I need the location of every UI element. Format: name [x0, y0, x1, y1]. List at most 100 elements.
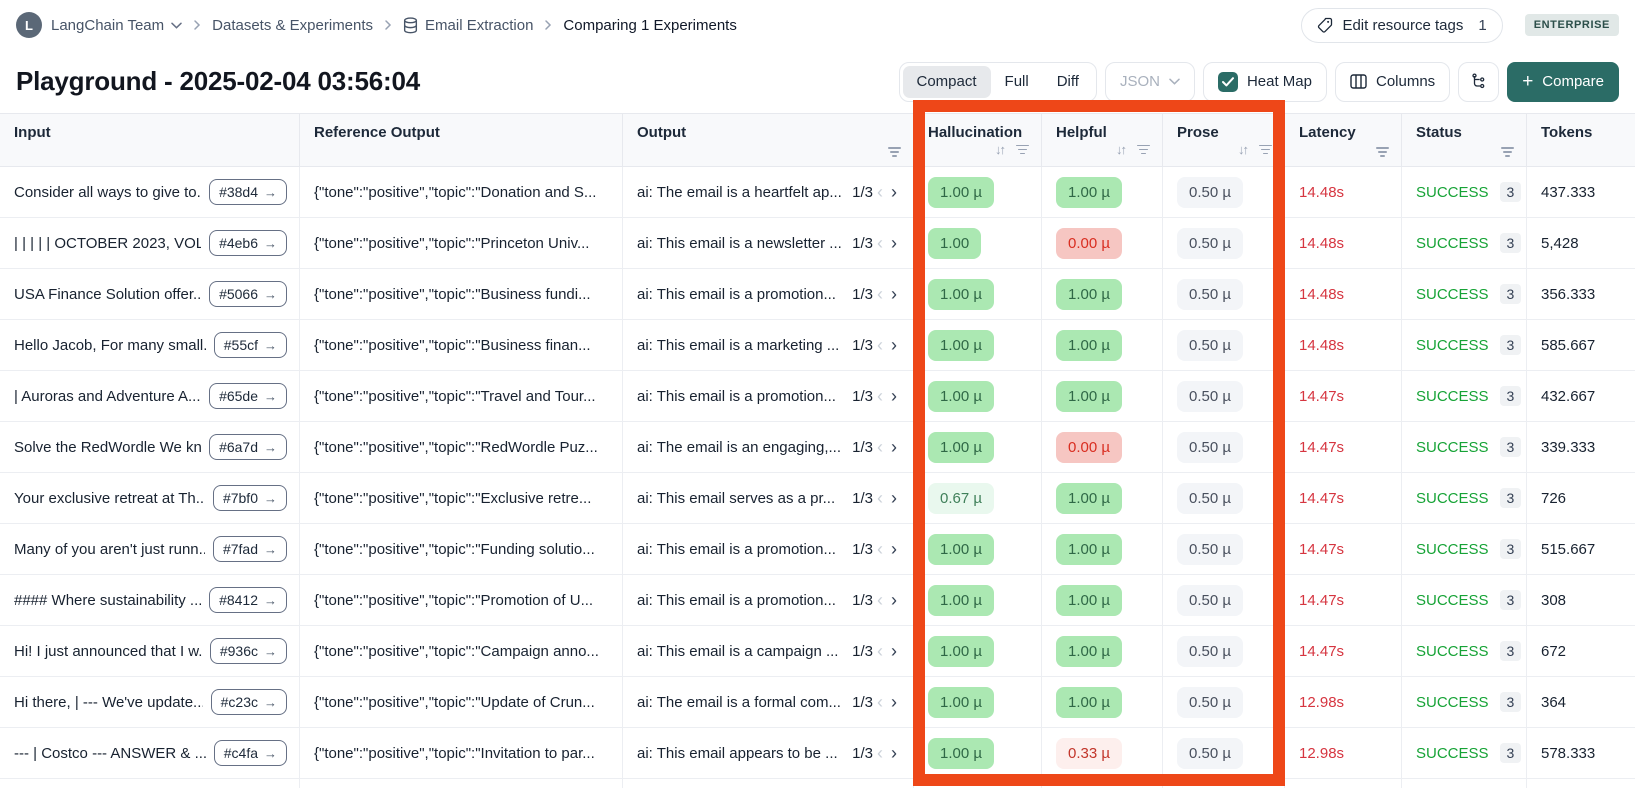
next-output-button[interactable]: ›: [891, 743, 897, 763]
heat-map-checkbox[interactable]: [1217, 71, 1238, 92]
filter-icon[interactable]: [1259, 144, 1272, 155]
output-cell[interactable]: ai: This email appears to be ... 1/3 ‹ ›: [623, 728, 914, 778]
prev-output-button[interactable]: ‹: [877, 743, 883, 763]
prose-score-chip[interactable]: 0.50 µ: [1177, 635, 1244, 667]
example-link-button[interactable]: #4eb6 →: [209, 230, 287, 256]
reference-output-cell[interactable]: {"tone":"positive","topic":"Funding solu…: [300, 524, 623, 574]
hallucination-score-chip[interactable]: 1.00 µ: [928, 329, 995, 361]
helpful-score-chip[interactable]: 1.00 µ: [1056, 533, 1123, 565]
example-link-button[interactable]: #5066 →: [209, 281, 287, 307]
prose-score-chip[interactable]: 0.50 µ: [1177, 686, 1244, 718]
sort-icon[interactable]: ↓↑: [995, 142, 1006, 157]
heat-map-toggle[interactable]: Heat Map: [1202, 61, 1327, 102]
output-cell[interactable]: ai: The email is a formal com... 1/3 ‹ ›: [623, 677, 914, 727]
hallucination-score-chip[interactable]: 1.00 µ: [928, 584, 995, 616]
next-output-button[interactable]: ›: [891, 182, 897, 202]
next-output-button[interactable]: ›: [891, 641, 897, 661]
reference-output-cell[interactable]: {"tone":"positive","topic":"Exclusive re…: [300, 473, 623, 523]
input-cell[interactable]: USA Finance Solution offer... #5066 →: [0, 269, 300, 319]
reference-output-cell[interactable]: {"tone":"positive","topic":"Promotion of…: [300, 575, 623, 625]
hallucination-score-chip[interactable]: 1.00 µ: [928, 278, 995, 310]
prose-score-chip[interactable]: 0.50 µ: [1177, 380, 1244, 412]
helpful-score-chip[interactable]: 0.33 µ: [1056, 737, 1123, 769]
example-link-button[interactable]: #c23c →: [210, 689, 287, 715]
hallucination-score-chip[interactable]: 1.00 µ: [928, 635, 995, 667]
sort-icon[interactable]: ↓↑: [1238, 142, 1249, 157]
view-mode-full[interactable]: Full: [991, 66, 1043, 98]
columns-button[interactable]: Columns: [1335, 61, 1451, 102]
filter-icon[interactable]: [1501, 147, 1514, 157]
reference-output-cell[interactable]: {"tone":"positive","topic":"Business fin…: [300, 320, 623, 370]
json-format-dropdown[interactable]: JSON: [1104, 61, 1195, 102]
helpful-score-chip[interactable]: 0.00 µ: [1056, 227, 1123, 259]
prev-output-button[interactable]: ‹: [877, 641, 883, 661]
next-output-button[interactable]: ›: [891, 488, 897, 508]
output-cell[interactable]: ai: This email serves as a pr... 1/3 ‹ ›: [623, 473, 914, 523]
input-cell[interactable]: --- | Costco --- ANSWER & ... #c4fa →: [0, 728, 300, 778]
view-mode-diff[interactable]: Diff: [1043, 66, 1093, 98]
next-output-button[interactable]: ›: [891, 284, 897, 304]
hallucination-score-chip[interactable]: 1.00: [928, 227, 982, 259]
reference-output-cell[interactable]: {"tone":"positive","topic":"Invitation t…: [300, 728, 623, 778]
example-link-button[interactable]: #7bf0 →: [212, 485, 287, 511]
prose-score-chip[interactable]: 0.50 µ: [1177, 329, 1244, 361]
reference-output-cell[interactable]: {"tone":"positive","topic":"Princeton Un…: [300, 218, 623, 268]
output-cell[interactable]: ai: This email is a newsletter ... 1/3 ‹…: [623, 218, 914, 268]
reference-output-cell[interactable]: {"tone":"positive","topic":"Donation and…: [300, 167, 623, 217]
compare-button[interactable]: + Compare: [1507, 61, 1619, 102]
input-cell[interactable]: Many of you aren't just runn... #7fad →: [0, 524, 300, 574]
reference-output-cell[interactable]: {"tone":"positive","topic":"RedWordle Pu…: [300, 422, 623, 472]
input-cell[interactable]: #### Where sustainability ... #8412 →: [0, 575, 300, 625]
hallucination-score-chip[interactable]: 1.00 µ: [928, 737, 995, 769]
breadcrumb-dataset[interactable]: Email Extraction: [403, 17, 533, 34]
prev-output-button[interactable]: ‹: [877, 488, 883, 508]
prose-score-chip[interactable]: 0.50 µ: [1177, 533, 1244, 565]
trace-tree-button[interactable]: [1458, 61, 1500, 102]
next-output-button[interactable]: ›: [891, 539, 897, 559]
next-output-button[interactable]: ›: [891, 335, 897, 355]
helpful-score-chip[interactable]: 1.00 µ: [1056, 176, 1123, 208]
next-output-button[interactable]: ›: [891, 233, 897, 253]
prev-output-button[interactable]: ‹: [877, 590, 883, 610]
example-link-button[interactable]: #8412 →: [209, 587, 287, 613]
output-cell[interactable]: ai: This email is a promotion... 1/3 ‹ ›: [623, 575, 914, 625]
output-cell[interactable]: ai: This email is a campaign ... 1/3 ‹ ›: [623, 626, 914, 676]
next-output-button[interactable]: ›: [891, 437, 897, 457]
reference-output-cell[interactable]: {"tone":"positive","topic":"Travel and T…: [300, 371, 623, 421]
prev-output-button[interactable]: ‹: [877, 182, 883, 202]
helpful-score-chip[interactable]: 1.00 µ: [1056, 278, 1123, 310]
breadcrumb-datasets[interactable]: Datasets & Experiments: [212, 16, 374, 34]
hallucination-score-chip[interactable]: 1.00 µ: [928, 176, 995, 208]
input-cell[interactable]: Hi! I just announced that I w... #936c →: [0, 626, 300, 676]
example-link-button[interactable]: #6a7d →: [209, 434, 287, 460]
output-cell[interactable]: ai: The email is a heartfelt ap... 1/3 ‹…: [623, 167, 914, 217]
helpful-score-chip[interactable]: 1.00 µ: [1056, 635, 1123, 667]
example-link-button[interactable]: #936c →: [209, 638, 287, 664]
org-avatar[interactable]: L: [16, 12, 42, 38]
output-cell[interactable]: ai: This email is a marketing ... 1/3 ‹ …: [623, 320, 914, 370]
helpful-score-chip[interactable]: 1.00 µ: [1056, 329, 1123, 361]
sort-icon[interactable]: ↓↑: [1116, 142, 1127, 157]
reference-output-cell[interactable]: {"tone":"positive","topic":"Update of Cr…: [300, 677, 623, 727]
prose-score-chip[interactable]: 0.50 µ: [1177, 431, 1244, 463]
input-cell[interactable]: Hi there, | --- We've update... #c23c →: [0, 677, 300, 727]
helpful-score-chip[interactable]: 0.00 µ: [1056, 431, 1123, 463]
example-link-button[interactable]: #7fad →: [212, 536, 287, 562]
prose-score-chip[interactable]: 0.50 µ: [1177, 176, 1244, 208]
next-output-button[interactable]: ›: [891, 590, 897, 610]
hallucination-score-chip[interactable]: 1.00 µ: [928, 380, 995, 412]
filter-icon[interactable]: [1376, 147, 1389, 157]
hallucination-score-chip[interactable]: 1.00 µ: [928, 533, 995, 565]
prose-score-chip[interactable]: 0.50 µ: [1177, 584, 1244, 616]
input-cell[interactable]: Solve the RedWordle We kn... #6a7d →: [0, 422, 300, 472]
prose-score-chip[interactable]: 0.50 µ: [1177, 278, 1244, 310]
prev-output-button[interactable]: ‹: [877, 437, 883, 457]
prev-output-button[interactable]: ‹: [877, 386, 883, 406]
helpful-score-chip[interactable]: 1.00 µ: [1056, 686, 1123, 718]
prev-output-button[interactable]: ‹: [877, 335, 883, 355]
example-link-button[interactable]: #55cf →: [213, 332, 287, 358]
prose-score-chip[interactable]: 0.50 µ: [1177, 737, 1244, 769]
input-cell[interactable]: Consider all ways to give to... #38d4 →: [0, 167, 300, 217]
example-link-button[interactable]: #c4fa →: [213, 740, 287, 766]
input-cell[interactable]: | Auroras and Adventure A... #65de →: [0, 371, 300, 421]
